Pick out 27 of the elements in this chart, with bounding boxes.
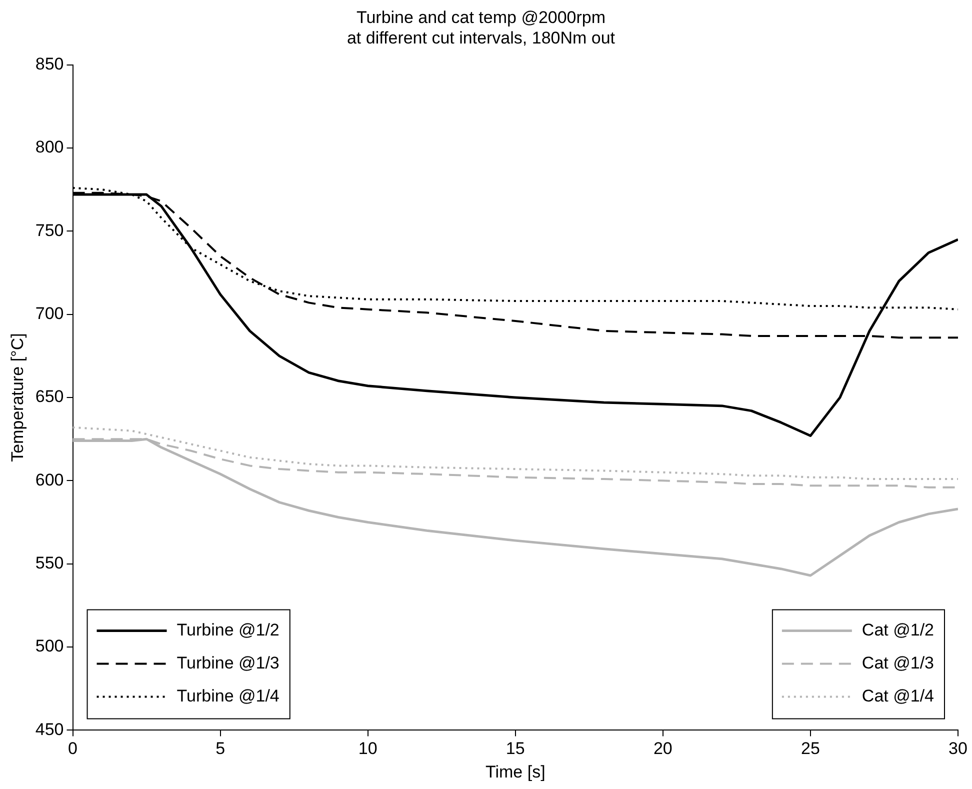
x-tick-label: 5 — [216, 739, 226, 758]
x-tick-label: 25 — [801, 739, 820, 758]
x-tick-label: 15 — [506, 739, 525, 758]
y-tick-label: 850 — [35, 54, 64, 74]
legend-label: Cat @1/3 — [862, 653, 934, 672]
legend-label: Turbine @1/3 — [176, 653, 280, 672]
y-tick-label: 450 — [35, 720, 64, 739]
legend-label: Cat @1/4 — [862, 686, 934, 706]
y-tick-label: 600 — [35, 470, 64, 490]
text: Turbine and cat temp @2000rpm — [356, 8, 606, 27]
x-tick-label: 10 — [358, 739, 378, 758]
text: at different cut intervals, 180Nm out — [346, 28, 616, 48]
legend-label: Turbine @1/2 — [176, 620, 280, 640]
y-tick-label: 750 — [35, 220, 64, 240]
legend-label: Cat @1/2 — [862, 620, 934, 640]
line-series — [72, 426, 958, 480]
y-tick-label: 500 — [35, 636, 64, 656]
y-axis-title: Temperature [°C] — [8, 333, 27, 462]
y-tick-label: 700 — [35, 304, 64, 324]
x-tick-label: 30 — [948, 739, 968, 758]
x-axis-title: Time [s] — [485, 762, 546, 782]
y-tick-label: 550 — [35, 554, 64, 573]
legend-label: Turbine @1/4 — [176, 686, 280, 706]
y-tick-label: 650 — [35, 387, 64, 406]
y-tick-label: 800 — [35, 138, 64, 157]
x-tick-label: 0 — [68, 739, 78, 758]
x-tick-label: 20 — [653, 739, 672, 758]
